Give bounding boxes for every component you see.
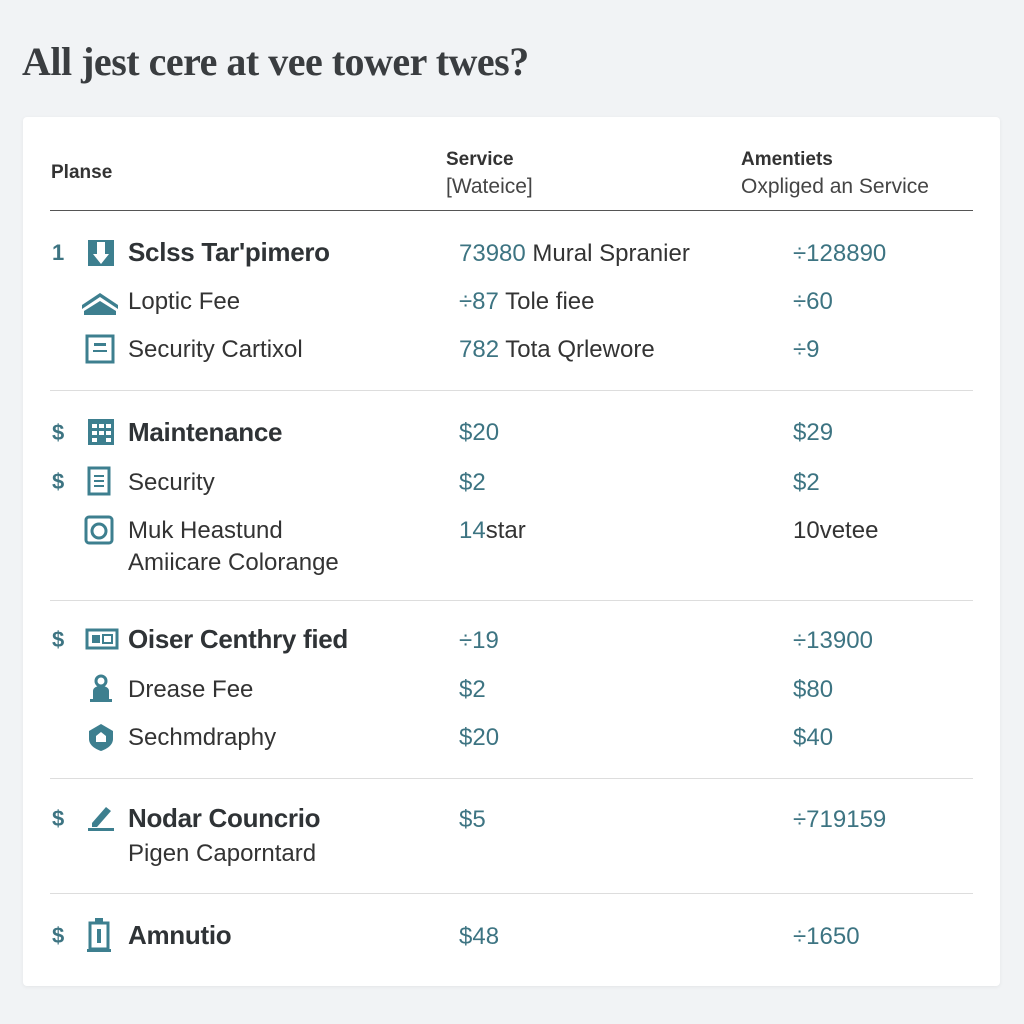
- row-name: Loptic Fee: [128, 288, 241, 315]
- amenity-value: ÷13900: [793, 627, 873, 654]
- download-box-icon: [88, 240, 114, 266]
- service-label: Mural Spranier: [532, 240, 690, 267]
- card-icon: [85, 628, 119, 650]
- washer-icon: [84, 515, 114, 545]
- amenity-value: $40: [793, 724, 834, 751]
- service-value: $2: [459, 676, 486, 703]
- amenity-value: ÷1650: [793, 923, 860, 950]
- service-label: star: [485, 517, 526, 544]
- group-marker: $: [52, 627, 65, 652]
- service-value: $2: [459, 469, 486, 496]
- service-amount: 73980: [459, 240, 526, 267]
- building-icon: [88, 419, 114, 445]
- row-name: Sclss Tar'pimero: [128, 237, 330, 267]
- group-divider: [50, 778, 973, 779]
- amenity-value: ÷9: [793, 336, 820, 363]
- pen-icon: [88, 807, 114, 831]
- person-icon: [90, 674, 112, 702]
- service-amount: ÷87: [459, 288, 499, 315]
- shield-icon: [89, 724, 113, 751]
- row-name-line2: Pigen Caporntard: [128, 840, 317, 867]
- service-amount: 14: [459, 517, 486, 544]
- column-header-amenities: Amentiets: [741, 149, 833, 170]
- row-marker: $: [52, 469, 65, 494]
- amenity-label: vetee: [819, 517, 879, 544]
- roof-icon: [82, 293, 118, 315]
- amenity-value: $80: [793, 676, 834, 703]
- amenity-value: ÷60: [793, 288, 833, 315]
- service-value: ÷87 Tole fiee: [459, 288, 595, 316]
- group-marker: 1: [52, 240, 65, 265]
- group-marker: $: [52, 923, 65, 948]
- amenity-value: $2: [793, 469, 820, 496]
- service-value: $5: [459, 806, 486, 833]
- page-title: All jest cere at vee tower twes?: [22, 39, 529, 84]
- amenity-value: 10vetee: [793, 517, 878, 545]
- service-value: 14star: [459, 517, 526, 545]
- column-header-service: Service: [446, 149, 514, 170]
- service-value: 73980 Mural Spranier: [459, 240, 690, 268]
- row-name: Oiser Centhry fied: [128, 624, 348, 654]
- tower-icon: [87, 918, 111, 952]
- header-divider: [50, 210, 973, 211]
- column-header-plan: Planse: [51, 162, 113, 183]
- column-subheader-amenities: Oxpliged an Service: [741, 175, 929, 198]
- fee-table-card: [23, 117, 1000, 986]
- row-name: Amnutio: [128, 920, 232, 950]
- service-label: Tole fiee: [505, 288, 595, 315]
- row-name: Security Cartixol: [128, 336, 303, 363]
- amenity-value: $29: [793, 419, 834, 446]
- row-name: Maintenance: [128, 417, 283, 447]
- service-label: Tota Qrlewore: [505, 336, 655, 363]
- service-value: ÷19: [459, 627, 499, 654]
- service-value: $20: [459, 724, 500, 751]
- group-divider: [50, 600, 973, 601]
- row-name: Security: [128, 469, 215, 496]
- row-name: Drease Fee: [128, 676, 254, 703]
- document-icon: [87, 466, 111, 496]
- row-name: Nodar Councrio: [128, 803, 321, 833]
- group-divider: [50, 390, 973, 391]
- row-name: Muk Heastund: [128, 517, 283, 544]
- amenity-value: ÷719159: [793, 806, 887, 833]
- panel-icon: [85, 334, 115, 364]
- service-value: $48: [459, 923, 500, 950]
- service-value: 782 Tota Qrlewore: [459, 336, 655, 364]
- amenity-value: ÷128890: [793, 240, 887, 267]
- row-name-line2: Amiicare Colorange: [128, 549, 339, 576]
- group-divider: [50, 893, 973, 894]
- amenity-amount: 10: [793, 517, 820, 544]
- group-marker: $: [52, 806, 65, 831]
- service-value: $20: [459, 419, 500, 446]
- column-subheader-service: [Wateice]: [446, 175, 533, 198]
- group-marker: $: [52, 420, 65, 445]
- service-amount: 782: [459, 336, 500, 363]
- row-name: Sechmdraphy: [128, 724, 277, 751]
